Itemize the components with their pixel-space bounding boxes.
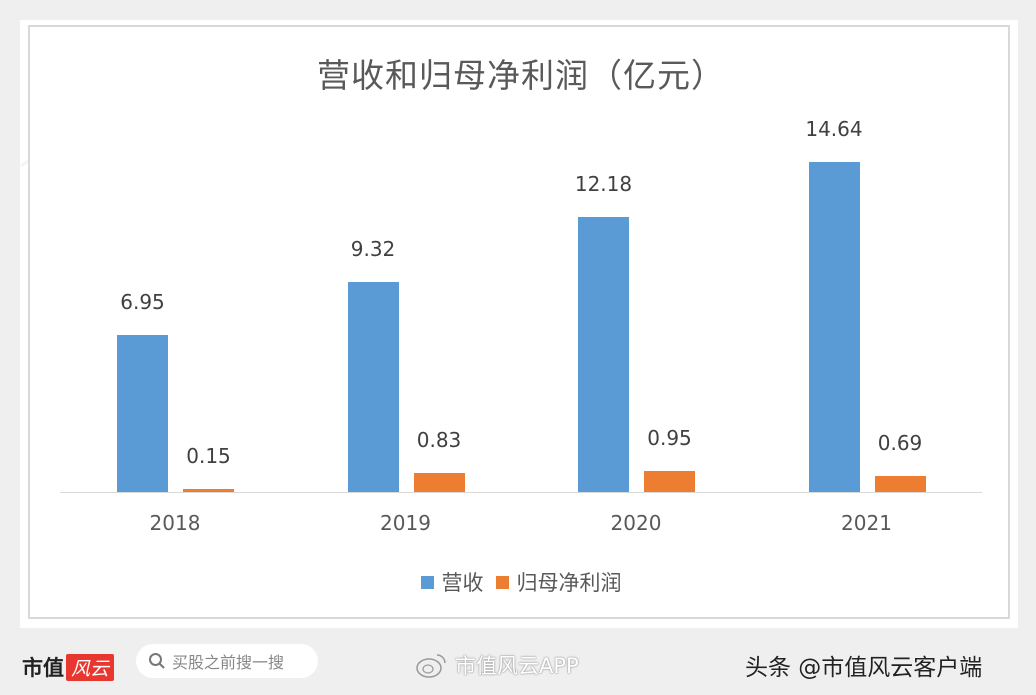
data-label: 0.95 (647, 425, 692, 450)
legend-label: 营收 (441, 571, 484, 595)
toutiao-credit: 头条 @市值风云客户端 (745, 655, 983, 681)
chart-area: 营收和归母净利润（亿元） 6.95 0.15 2018 9.32 0.83 2019 12.… (28, 25, 1010, 619)
brand-logo: 市值 风云 (22, 652, 115, 682)
bar-revenue (808, 161, 860, 492)
data-label: 9.32 (350, 236, 396, 261)
bar-net-profit (644, 470, 695, 492)
bar-revenue (117, 335, 168, 492)
legend-swatch-net-profit (495, 575, 509, 589)
x-axis-tick-label: 2020 (610, 511, 662, 535)
x-axis-tick-label: 2021 (841, 511, 892, 535)
search-icon (149, 653, 165, 669)
bar-revenue (578, 217, 629, 492)
data-label: 0.15 (186, 443, 231, 468)
plot-area: 6.95 0.15 2018 9.32 0.83 2019 12.18 0.95 2020 14.… (60, 27, 982, 535)
legend-item-net-profit: 归母净利润 (495, 567, 622, 597)
brand-text: 市值 (22, 655, 64, 680)
bar-revenue (347, 281, 399, 492)
search-box[interactable]: 买股之前搜一搜 (136, 644, 318, 678)
search-placeholder: 买股之前搜一搜 (172, 653, 285, 672)
chart-title: 营收和归母净利润（亿元） (317, 56, 725, 95)
brand-text-red: 风云 (66, 654, 115, 681)
data-label: 12.18 (574, 172, 633, 197)
bar-net-profit (874, 476, 926, 492)
bar-net-profit (183, 488, 234, 492)
legend-item-revenue: 营收 (420, 567, 484, 597)
legend: 营收 归母净利润 (30, 567, 1012, 597)
bar-net-profit (413, 473, 465, 492)
data-label: 0.69 (877, 431, 923, 456)
x-axis-tick-label: 2019 (380, 511, 431, 535)
weibo-watermark: 市值风云APP (415, 650, 579, 680)
data-label: 0.83 (416, 428, 462, 453)
x-axis-line (60, 492, 982, 493)
data-label: 6.95 (120, 290, 165, 315)
footer-bar: 市值 风云 买股之前搜一搜 市值风云APP 头条 @市值风云客户端 (0, 632, 1036, 692)
legend-label: 归母净利润 (516, 571, 622, 595)
data-label: 14.64 (805, 116, 863, 141)
weibo-icon (416, 654, 446, 678)
weibo-text: 市值风云APP (455, 654, 579, 678)
x-axis-tick-label: 2018 (149, 511, 201, 535)
legend-swatch-revenue (420, 575, 434, 589)
